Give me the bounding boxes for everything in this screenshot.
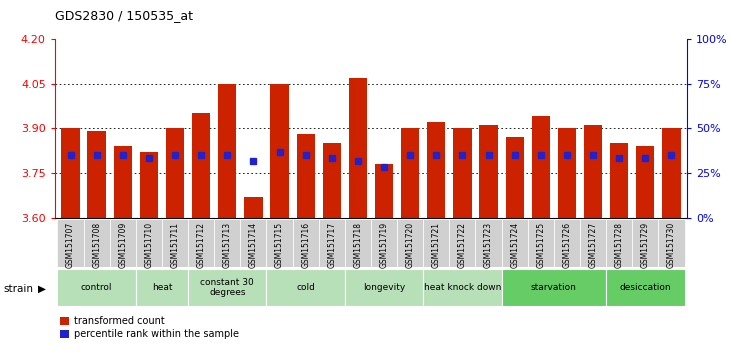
Bar: [292, 219, 319, 267]
Text: ▶: ▶: [38, 284, 46, 293]
Text: GSM151728: GSM151728: [615, 222, 624, 268]
Bar: [528, 219, 554, 267]
Bar: [113, 146, 132, 218]
Bar: [297, 134, 315, 218]
Bar: [662, 129, 681, 218]
Text: GSM151722: GSM151722: [458, 222, 467, 268]
Bar: [480, 125, 498, 218]
Legend: transformed count, percentile rank within the sample: transformed count, percentile rank withi…: [60, 316, 239, 339]
Text: GSM151717: GSM151717: [327, 222, 336, 268]
Bar: [450, 219, 475, 267]
Text: GSM151719: GSM151719: [379, 222, 389, 268]
Bar: [192, 113, 211, 218]
Bar: [606, 219, 632, 267]
Bar: [423, 219, 450, 267]
Bar: [188, 219, 214, 267]
Bar: [558, 129, 576, 218]
Bar: [58, 269, 136, 306]
Text: GDS2830 / 150535_at: GDS2830 / 150535_at: [55, 9, 193, 22]
Bar: [531, 116, 550, 218]
Text: GSM151715: GSM151715: [275, 222, 284, 268]
Bar: [554, 219, 580, 267]
Text: GSM151716: GSM151716: [301, 222, 310, 268]
Text: longevity: longevity: [363, 283, 405, 292]
Bar: [506, 137, 524, 218]
Text: starvation: starvation: [531, 283, 577, 292]
Text: GSM151713: GSM151713: [223, 222, 232, 268]
Bar: [244, 197, 262, 218]
Bar: [267, 219, 292, 267]
Text: GSM151712: GSM151712: [197, 222, 205, 268]
Text: GSM151723: GSM151723: [484, 222, 493, 268]
Bar: [319, 219, 345, 267]
Text: GSM151711: GSM151711: [170, 222, 180, 268]
Bar: [136, 269, 188, 306]
Text: GSM151718: GSM151718: [353, 222, 363, 268]
Text: GSM151714: GSM151714: [249, 222, 258, 268]
Text: control: control: [81, 283, 113, 292]
Text: GSM151729: GSM151729: [641, 222, 650, 268]
Text: GSM151720: GSM151720: [406, 222, 414, 268]
Text: GSM151724: GSM151724: [510, 222, 519, 268]
Bar: [501, 269, 606, 306]
Bar: [475, 219, 501, 267]
Bar: [136, 219, 162, 267]
Text: GSM151725: GSM151725: [537, 222, 545, 268]
Bar: [214, 219, 240, 267]
Bar: [162, 219, 188, 267]
Bar: [371, 219, 397, 267]
Bar: [423, 269, 501, 306]
Text: GSM151721: GSM151721: [432, 222, 441, 268]
Bar: [375, 164, 393, 218]
Bar: [401, 129, 420, 218]
Bar: [270, 84, 289, 218]
Text: GSM151730: GSM151730: [667, 222, 676, 268]
Bar: [501, 219, 528, 267]
Text: GSM151708: GSM151708: [92, 222, 101, 268]
Bar: [427, 122, 445, 218]
Bar: [88, 131, 106, 218]
Bar: [58, 219, 83, 267]
Bar: [110, 219, 136, 267]
Bar: [345, 269, 423, 306]
Text: GSM151726: GSM151726: [562, 222, 572, 268]
Text: GSM151710: GSM151710: [145, 222, 154, 268]
Bar: [188, 269, 267, 306]
Text: GSM151707: GSM151707: [66, 222, 75, 268]
Text: GSM151709: GSM151709: [118, 222, 127, 268]
Bar: [580, 219, 606, 267]
Bar: [584, 125, 602, 218]
Bar: [240, 219, 267, 267]
Bar: [349, 78, 367, 218]
Bar: [140, 152, 158, 218]
Bar: [322, 143, 341, 218]
Bar: [659, 219, 684, 267]
Bar: [397, 219, 423, 267]
Text: GSM151727: GSM151727: [588, 222, 597, 268]
Bar: [636, 146, 654, 218]
Text: strain: strain: [4, 284, 34, 293]
Bar: [267, 269, 345, 306]
Text: constant 30
degrees: constant 30 degrees: [200, 278, 254, 297]
Bar: [218, 84, 236, 218]
Bar: [610, 143, 629, 218]
Text: desiccation: desiccation: [619, 283, 671, 292]
Bar: [166, 129, 184, 218]
Bar: [606, 269, 684, 306]
Text: heat: heat: [152, 283, 173, 292]
Bar: [61, 129, 80, 218]
Text: cold: cold: [296, 283, 315, 292]
Text: heat knock down: heat knock down: [424, 283, 501, 292]
Bar: [83, 219, 110, 267]
Bar: [345, 219, 371, 267]
Bar: [453, 129, 471, 218]
Bar: [632, 219, 659, 267]
